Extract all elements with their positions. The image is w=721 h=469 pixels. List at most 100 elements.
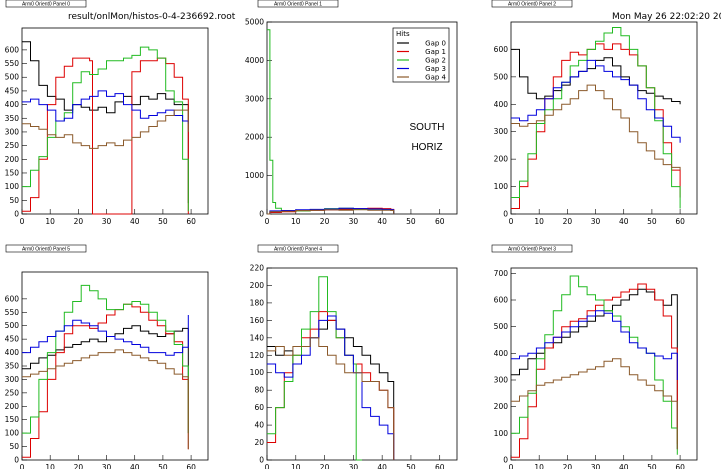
y-tick-label: 0	[14, 456, 19, 465]
y-tick-label: 350	[5, 114, 20, 123]
y-tick-label: 120	[250, 351, 265, 360]
legend-title: Hits	[396, 30, 410, 38]
series-line	[22, 46, 189, 212]
histogram-panel: Arm0 Orient0 Panel 402040608010012014016…	[250, 244, 458, 469]
panel-title: Arm0 Orient0 Panel 3	[508, 247, 556, 253]
y-tick-label: 400	[494, 349, 509, 358]
y-tick-label: 20	[254, 438, 264, 447]
series-line	[511, 310, 678, 380]
x-tick-label: 40	[130, 463, 140, 469]
x-tick-label: 60	[675, 217, 685, 226]
y-tick-label: 50	[9, 442, 19, 451]
panel-title-box	[491, 244, 573, 253]
x-tick-label: 30	[102, 463, 112, 469]
y-tick-label: 450	[5, 86, 20, 95]
series-line	[267, 337, 395, 460]
series-line	[267, 315, 395, 460]
y-tick-label: 50	[9, 196, 19, 205]
y-tick-label: 3000	[245, 94, 264, 103]
y-tick-label: 100	[494, 429, 509, 438]
x-tick-label: 40	[130, 217, 140, 226]
panel-title: Arm0 Orient0 Panel 5	[22, 247, 70, 253]
series-line	[511, 283, 678, 458]
y-tick-label: 180	[250, 298, 265, 307]
x-tick-label: 50	[406, 217, 416, 226]
y-tick-label: 400	[5, 348, 20, 357]
y-tick-label: 300	[494, 127, 509, 136]
annotation-text: SOUTH	[410, 122, 445, 133]
y-tick-label: 140	[250, 333, 265, 342]
x-tick-label: 60	[186, 217, 196, 226]
x-tick-label: 0	[509, 463, 514, 469]
y-tick-label: 600	[494, 296, 509, 305]
x-tick-label: 30	[591, 217, 601, 226]
x-tick-label: 50	[158, 217, 168, 226]
y-tick-label: 4000	[245, 56, 264, 65]
legend-label: Gap 3	[425, 65, 446, 73]
x-tick-label: 40	[619, 463, 629, 469]
x-tick-label: 60	[435, 217, 445, 226]
y-tick-label: 300	[494, 376, 509, 385]
y-tick-label: 350	[5, 362, 20, 371]
y-tick-label: 0	[14, 210, 19, 219]
y-tick-label: 0	[259, 210, 264, 219]
y-tick-label: 1000	[245, 171, 264, 180]
series-line	[267, 207, 395, 215]
series-line	[22, 315, 189, 356]
y-tick-label: 60	[254, 403, 264, 412]
x-tick-label: 50	[647, 463, 657, 469]
series-line	[267, 209, 395, 215]
x-tick-label: 20	[320, 463, 330, 469]
x-tick-label: 0	[265, 463, 270, 469]
y-tick-label: 200	[494, 402, 509, 411]
series-line	[22, 349, 189, 450]
y-tick-label: 400	[5, 100, 20, 109]
y-tick-label: 400	[494, 100, 509, 109]
y-tick-label: 100	[250, 368, 265, 377]
x-tick-label: 60	[186, 463, 196, 469]
y-tick-label: 150	[5, 168, 20, 177]
series-line	[22, 284, 189, 434]
y-tick-label: 500	[494, 322, 509, 331]
y-tick-label: 100	[5, 429, 20, 438]
histogram-panel: Arm0 Orient0 Panel 005010015020025030035…	[5, 0, 209, 226]
y-tick-label: 300	[5, 127, 20, 136]
x-tick-label: 20	[563, 217, 573, 226]
x-tick-label: 40	[377, 217, 387, 226]
x-tick-label: 60	[675, 463, 685, 469]
y-tick-label: 200	[494, 155, 509, 164]
x-tick-label: 30	[349, 217, 359, 226]
y-tick-label: 600	[5, 45, 20, 54]
histogram-panel: Arm0 Orient0 Panel 101000200030004000500…	[245, 0, 458, 226]
x-tick-label: 40	[619, 217, 629, 226]
series-line	[511, 27, 681, 209]
y-tick-label: 100	[5, 182, 20, 191]
x-tick-label: 20	[74, 463, 84, 469]
y-tick-label: 0	[503, 456, 508, 465]
series-line	[511, 59, 681, 143]
panel-title: Arm0 Orient0 Panel 0	[22, 2, 70, 8]
panel-title-box	[491, 0, 573, 8]
series-line	[22, 109, 189, 149]
panel-title: Arm0 Orient0 Panel 1	[274, 2, 322, 8]
x-tick-label: 10	[45, 217, 55, 226]
series-line	[22, 90, 189, 124]
x-tick-label: 0	[20, 463, 25, 469]
series-line	[511, 84, 681, 171]
x-tick-label: 50	[158, 463, 168, 469]
y-tick-label: 220	[250, 264, 265, 273]
plot-frame	[510, 21, 698, 215]
series-line	[511, 275, 678, 455]
y-tick-label: 500	[494, 72, 509, 81]
y-tick-label: 600	[5, 294, 20, 303]
legend-label: Gap 4	[425, 74, 446, 82]
y-tick-label: 500	[5, 321, 20, 330]
plot-frame	[21, 27, 209, 215]
y-tick-label: 40	[254, 421, 264, 430]
y-tick-label: 160	[250, 316, 265, 325]
panel-title: Arm0 Orient0 Panel 2	[508, 2, 556, 8]
y-tick-label: 300	[5, 375, 20, 384]
plot-frame	[21, 271, 209, 461]
x-tick-label: 0	[20, 217, 25, 226]
